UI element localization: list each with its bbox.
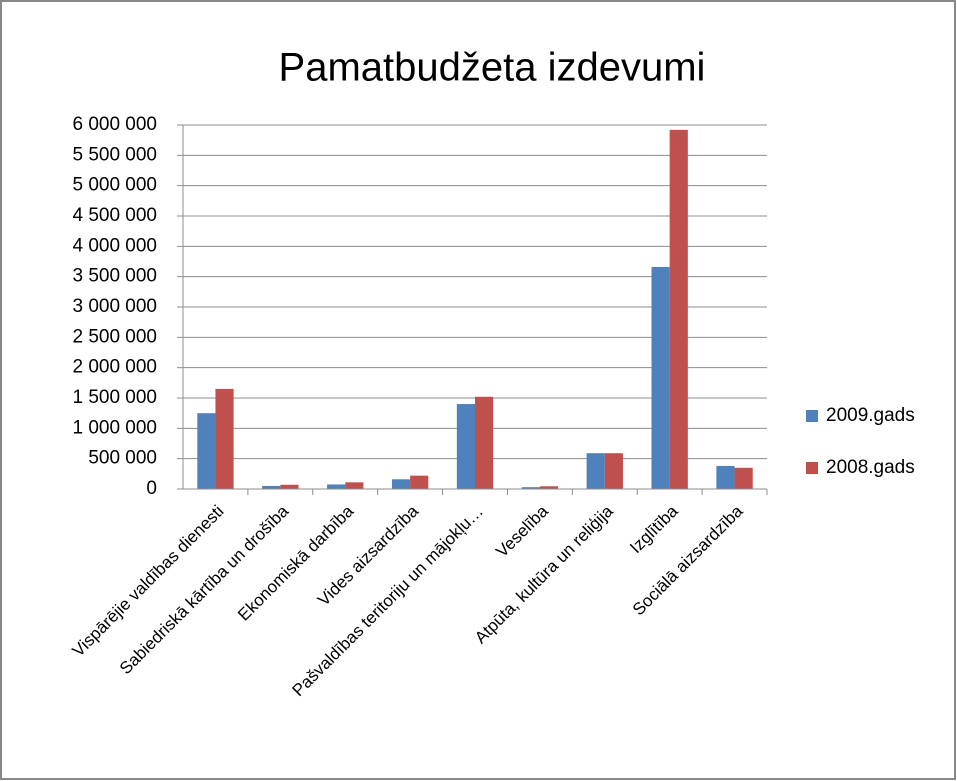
y-tick-label: 2 000 000 — [72, 357, 157, 378]
legend-swatch — [806, 462, 818, 474]
bar — [410, 475, 429, 489]
bar — [456, 404, 475, 489]
y-tick-label: 500 000 — [88, 448, 157, 469]
bar — [327, 484, 346, 489]
y-tick-label: 2 500 000 — [72, 326, 157, 347]
y-tick-label: 4 000 000 — [72, 235, 157, 256]
bar — [651, 266, 670, 489]
y-tick-label: 3 000 000 — [72, 296, 157, 317]
chart-title: Pamatbudžeta izdevumi — [279, 46, 706, 90]
bar — [716, 465, 735, 489]
y-tick-label: 1 500 000 — [72, 387, 157, 408]
legend-label: 2009.gads — [826, 405, 915, 426]
bar — [280, 484, 299, 489]
bar — [215, 388, 234, 489]
y-tick-label: 4 500 000 — [72, 205, 157, 226]
bar — [475, 396, 494, 489]
legend-label: 2008.gads — [826, 457, 915, 478]
bar — [734, 467, 753, 489]
bar — [669, 129, 688, 489]
y-tick-label: 1 000 000 — [72, 417, 157, 438]
bar — [262, 485, 281, 489]
y-tick-label: 3 500 000 — [72, 266, 157, 287]
y-tick-label: 5 000 000 — [72, 175, 157, 196]
bar — [604, 453, 623, 489]
bar — [197, 413, 216, 489]
bar — [586, 453, 605, 489]
y-tick-label: 0 — [146, 478, 157, 499]
legend-swatch — [806, 410, 818, 422]
bar — [345, 482, 364, 489]
y-tick-label: 6 000 000 — [72, 114, 157, 135]
bar — [391, 479, 411, 489]
y-tick-label: 5 500 000 — [72, 144, 157, 165]
bar — [539, 486, 559, 489]
bar — [521, 487, 540, 489]
